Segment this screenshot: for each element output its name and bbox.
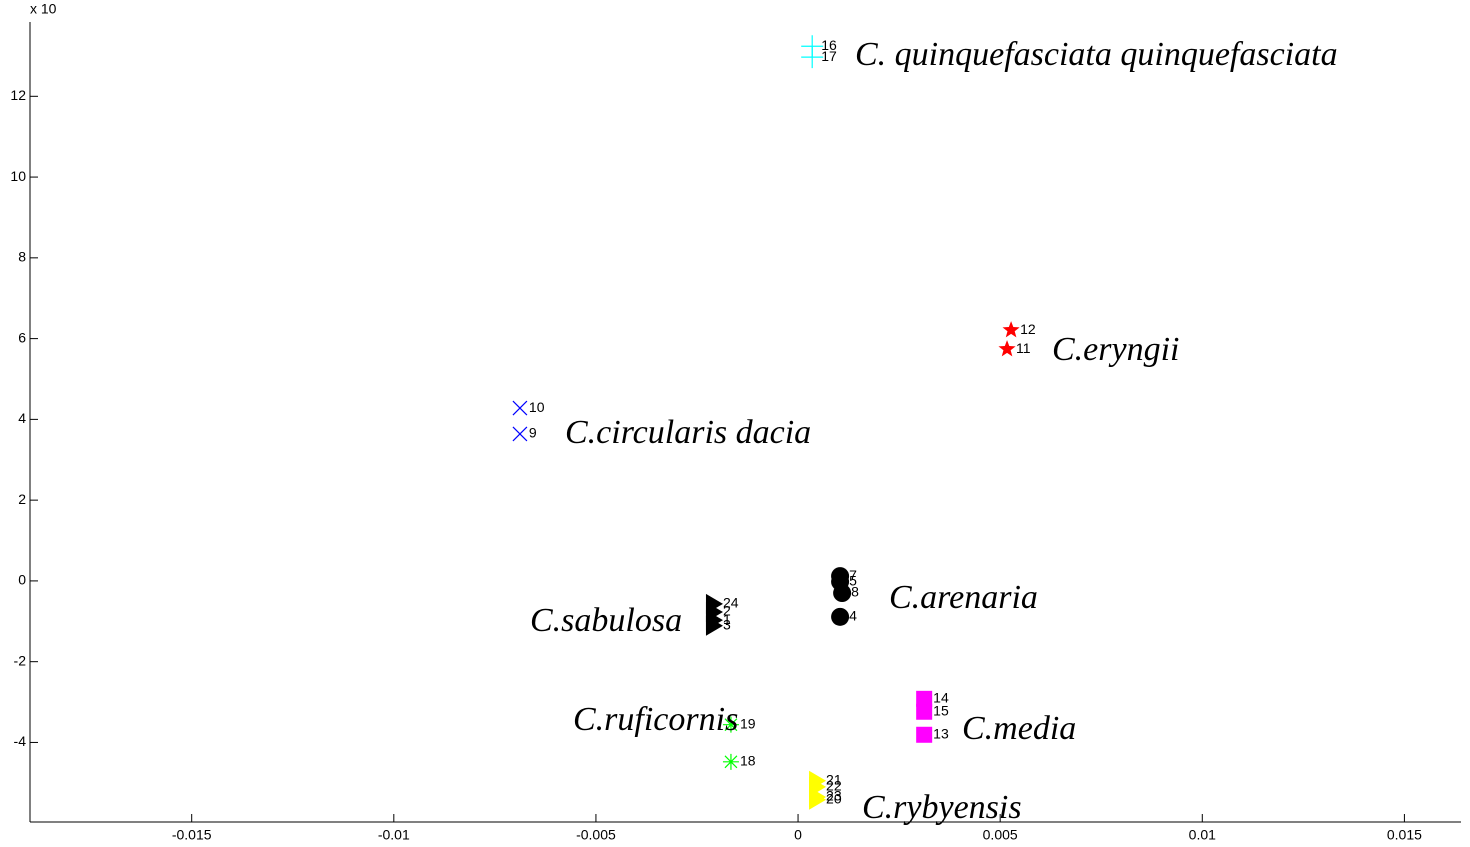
species-label: C.ruficornis: [573, 701, 738, 738]
marker: [722, 753, 739, 770]
y-tick-label: 0: [18, 572, 26, 588]
point-label: 3: [723, 616, 731, 632]
marker: [1002, 321, 1020, 338]
y-tick-label: 12: [10, 87, 26, 103]
point-label: 21: [826, 772, 842, 788]
point: [998, 340, 1016, 357]
point-label: 2: [723, 603, 731, 619]
marker: [916, 703, 933, 720]
point: [801, 46, 824, 69]
point: [916, 703, 933, 720]
point-label: 23: [826, 788, 842, 804]
species-label: C. quinquefasciata quinquefasciata: [855, 36, 1338, 73]
point-label: 12: [1020, 321, 1036, 337]
point: [809, 789, 827, 810]
y-tick-label: 10: [10, 168, 26, 184]
point-label: 20: [826, 790, 842, 806]
x-tick-label: 0.015: [1387, 827, 1422, 843]
point: [512, 426, 528, 442]
marker: [831, 607, 850, 626]
point-label: 4: [849, 608, 857, 624]
point-label: 18: [740, 753, 756, 769]
marker: [722, 716, 739, 733]
point: [1002, 321, 1020, 338]
marker: [916, 690, 933, 707]
point-label: 24: [723, 595, 739, 611]
point-label: 9: [529, 425, 537, 441]
point-label: 15: [933, 702, 949, 718]
point-label: 7: [849, 567, 857, 583]
marker: [809, 789, 827, 810]
marker: [916, 726, 933, 743]
species-label: C.circularis dacia: [565, 414, 811, 451]
species-label: C.eryngii: [1052, 331, 1179, 368]
y-tick-label: 8: [18, 249, 26, 265]
point: [705, 615, 723, 636]
point-label: 8: [851, 584, 859, 600]
marker: [801, 46, 824, 69]
point-label: 19: [740, 715, 756, 731]
x-tick-label: 0.005: [983, 827, 1018, 843]
marker: [512, 426, 528, 442]
species-label: C.arenaria: [889, 579, 1038, 616]
point: [722, 753, 739, 770]
point: [831, 607, 850, 626]
point-label: 14: [933, 690, 949, 706]
point: [833, 584, 852, 603]
point: [512, 400, 528, 416]
point-label: 13: [933, 725, 949, 741]
point-label: 5: [849, 572, 857, 588]
y-tick-label: 2: [18, 491, 26, 507]
x-tick-label: -0.01: [378, 827, 410, 843]
y-tick-label: -2: [14, 652, 27, 668]
marker: [998, 340, 1016, 357]
x-tick-label: 0.01: [1189, 827, 1216, 843]
point-label: 17: [821, 48, 837, 64]
y-tick-label: 6: [18, 329, 26, 345]
point-label: 11: [1016, 340, 1031, 356]
species-label: C.media: [962, 710, 1076, 747]
point-label: 22: [826, 778, 842, 794]
point-label: 10: [529, 399, 545, 415]
species-label: C.sabulosa: [530, 602, 682, 639]
y-tick-label: 4: [18, 410, 26, 426]
species-label: C.rybyensis: [862, 789, 1022, 826]
x-tick-label: -0.005: [576, 827, 616, 843]
x-tick-label: 0: [794, 827, 802, 843]
marker: [705, 615, 723, 636]
x-tick-label: -0.015: [172, 827, 212, 843]
y-tick-label: -4: [14, 733, 27, 749]
point: [916, 726, 933, 743]
marker: [512, 400, 528, 416]
marker: [833, 584, 852, 603]
exponent-label: x 10: [30, 1, 57, 17]
point: [722, 716, 739, 733]
point-label: 16: [821, 37, 837, 53]
point: [916, 690, 933, 707]
point-label: 1: [723, 611, 731, 627]
